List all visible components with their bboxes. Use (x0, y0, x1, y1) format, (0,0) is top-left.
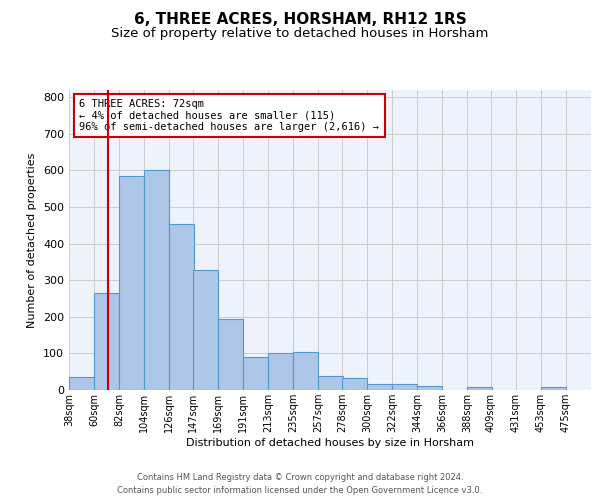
Bar (193, 270, 218, 390)
Bar (541, 388, 566, 390)
Bar (318, 376, 343, 390)
Bar (218, 318, 243, 390)
Y-axis label: Number of detached properties: Number of detached properties (28, 152, 37, 328)
Bar (367, 384, 392, 390)
Bar (392, 384, 417, 390)
Bar (144, 170, 169, 390)
Text: Size of property relative to detached houses in Horsham: Size of property relative to detached ho… (112, 28, 488, 40)
Bar (94, 293, 119, 390)
X-axis label: Distribution of detached houses by size in Horsham: Distribution of detached houses by size … (186, 438, 474, 448)
Bar (293, 352, 318, 390)
Bar (417, 386, 442, 390)
Text: 6, THREE ACRES, HORSHAM, RH12 1RS: 6, THREE ACRES, HORSHAM, RH12 1RS (134, 12, 466, 28)
Text: Contains HM Land Registry data © Crown copyright and database right 2024.
Contai: Contains HM Land Registry data © Crown c… (118, 474, 482, 495)
Text: 6 THREE ACRES: 72sqm
← 4% of detached houses are smaller (115)
96% of semi-detac: 6 THREE ACRES: 72sqm ← 4% of detached ho… (79, 99, 379, 132)
Bar (342, 378, 367, 390)
Bar (243, 357, 268, 390)
Bar (119, 176, 144, 390)
Bar (169, 224, 194, 390)
Bar (268, 354, 293, 390)
Bar (467, 388, 492, 390)
Bar (69, 377, 94, 390)
